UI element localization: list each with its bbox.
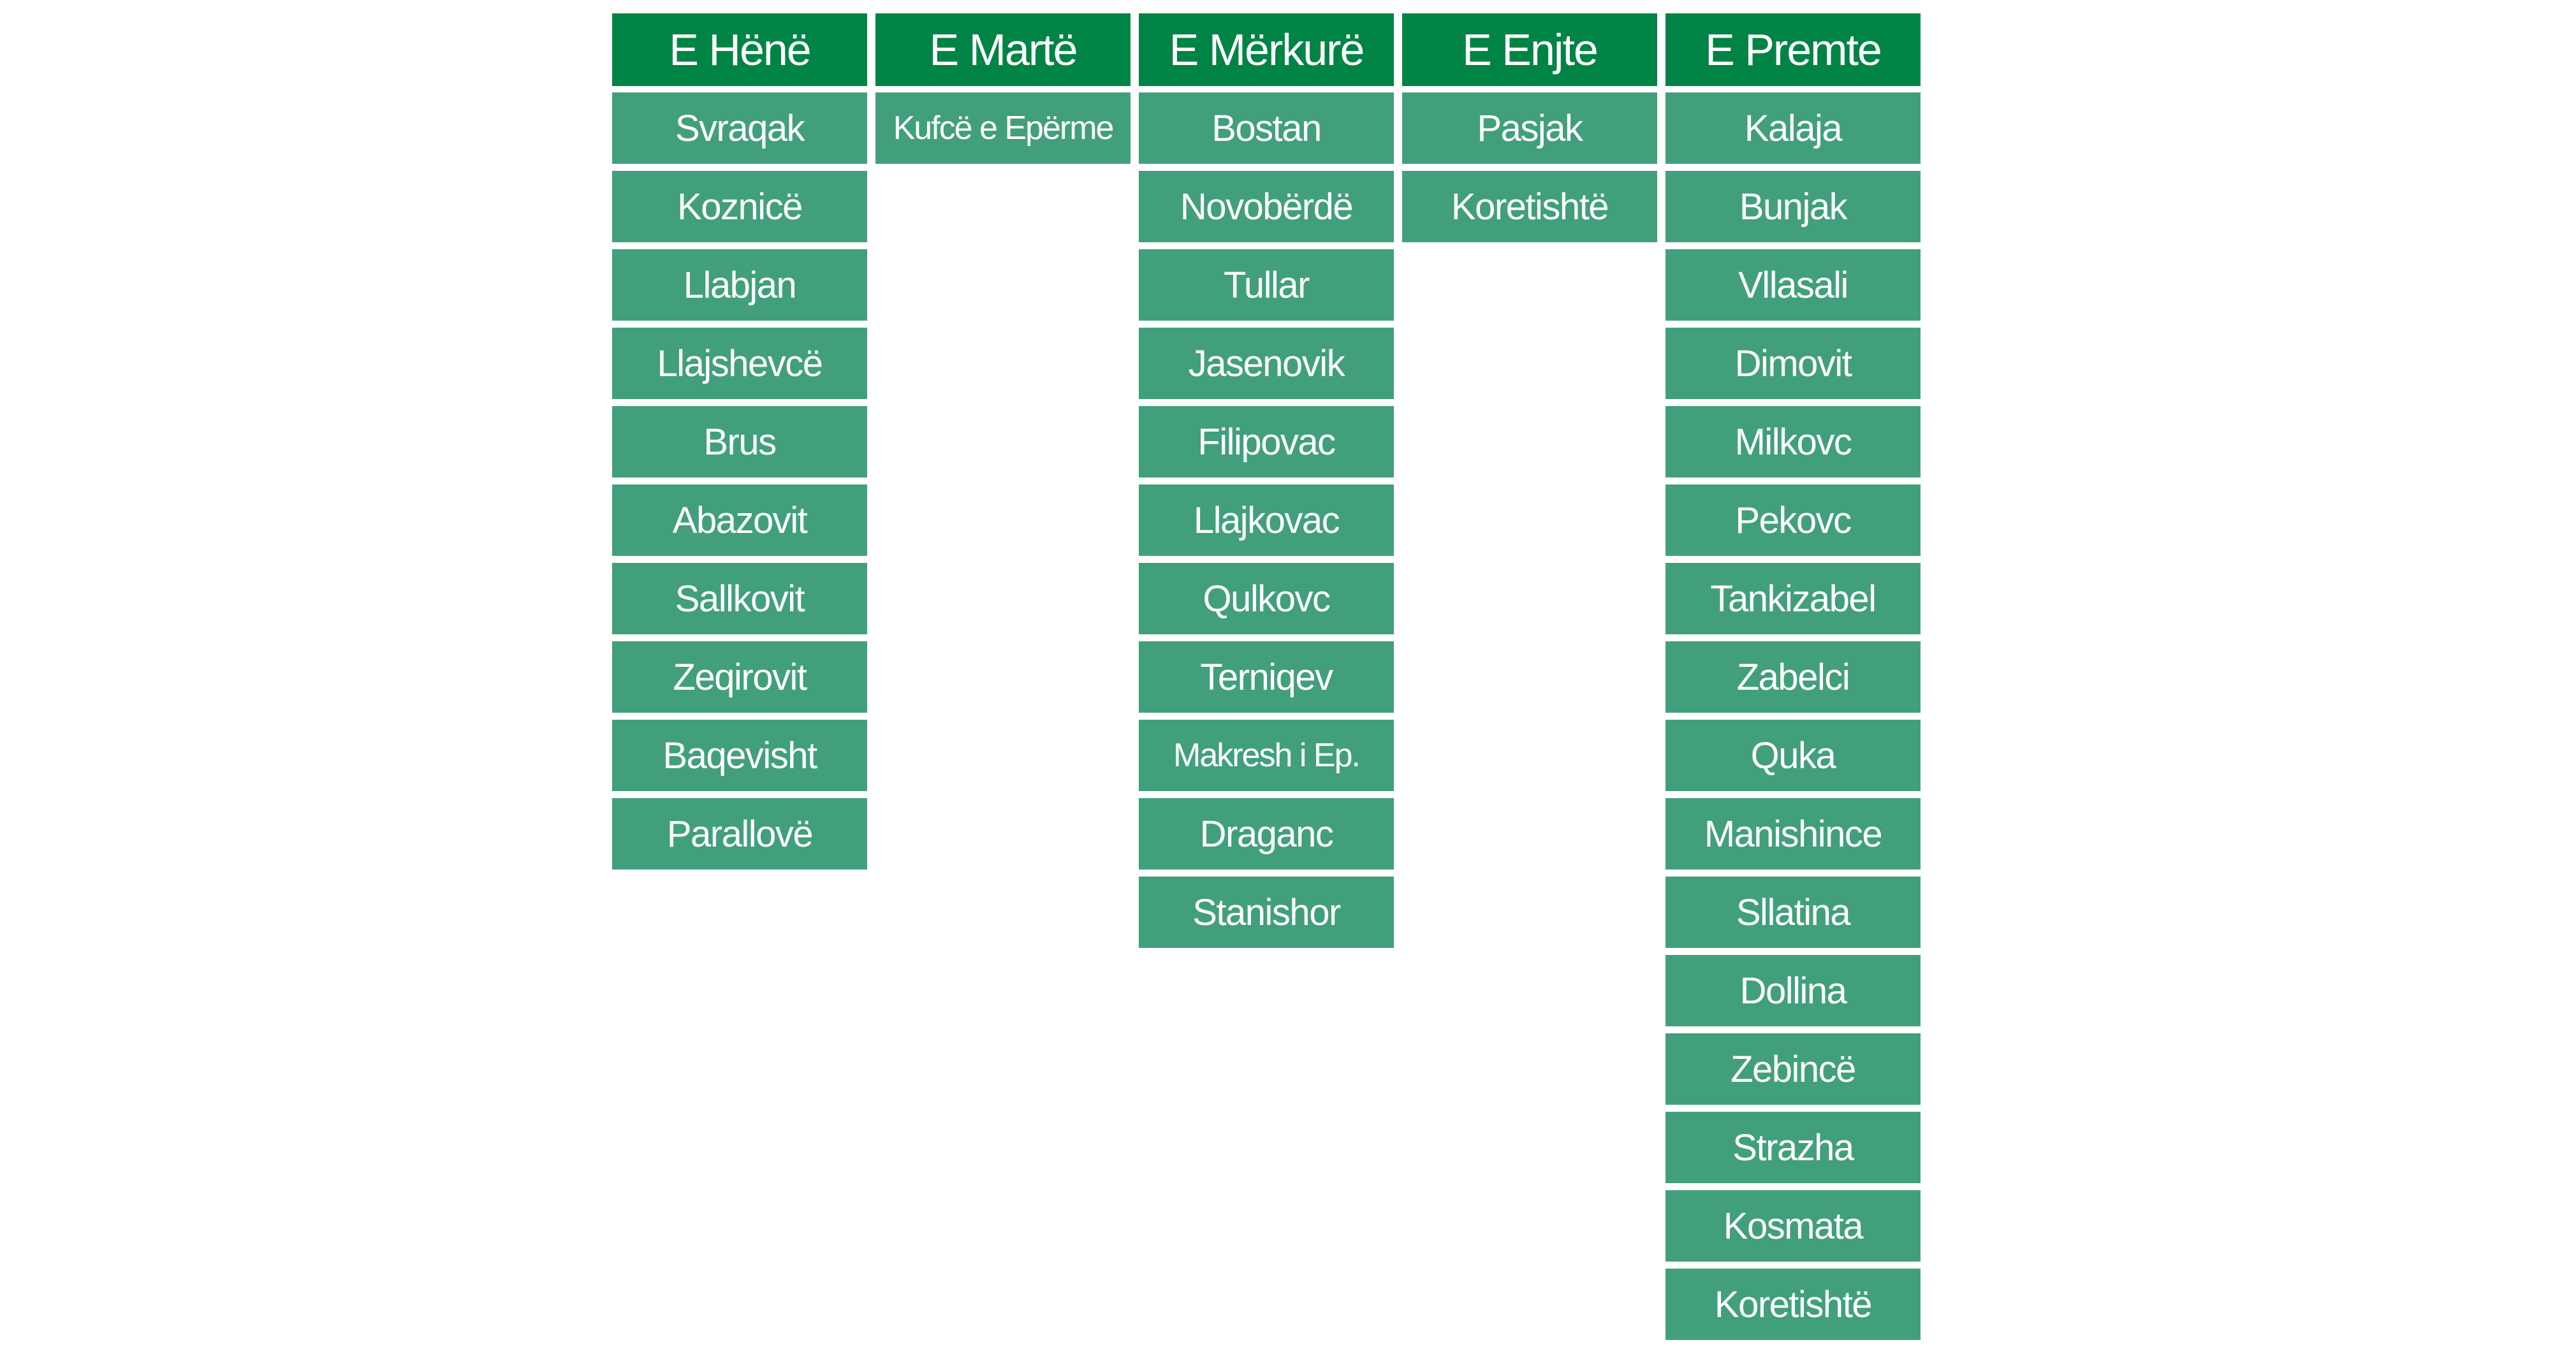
village-cell: Baqevisht bbox=[612, 720, 867, 791]
village-cell: Llajkovac bbox=[1139, 484, 1394, 556]
village-cell: Qulkovc bbox=[1139, 563, 1394, 634]
village-cell: Kufcë e Epërme bbox=[875, 92, 1131, 164]
village-cell: Tullar bbox=[1139, 249, 1394, 321]
village-cell: Novobërdë bbox=[1139, 171, 1394, 242]
village-cell: Koretishtë bbox=[1402, 171, 1657, 242]
village-cell: Bostan bbox=[1139, 92, 1394, 164]
village-cell: Llabjan bbox=[612, 249, 867, 321]
village-cell: Kalaja bbox=[1665, 92, 1921, 164]
village-cell: Draganc bbox=[1139, 798, 1394, 870]
day-header: E Hënë bbox=[612, 13, 867, 86]
village-cell: Terniqev bbox=[1139, 641, 1394, 713]
village-cell: Dimovit bbox=[1665, 328, 1921, 399]
village-cell: Jasenovik bbox=[1139, 328, 1394, 399]
village-cell: Parallovë bbox=[612, 798, 867, 870]
village-cell: Zeqirovit bbox=[612, 641, 867, 713]
village-cell: Kosmata bbox=[1665, 1190, 1921, 1262]
village-cell: Makresh i Ep. bbox=[1139, 720, 1394, 791]
day-header: E Martë bbox=[875, 13, 1131, 86]
village-cell: Quka bbox=[1665, 720, 1921, 791]
village-cell: Milkovc bbox=[1665, 406, 1921, 477]
day-column: E Mërkurë Bostan Novobërdë Tullar Jasenovik F… bbox=[1139, 13, 1394, 955]
village-cell: Bunjak bbox=[1665, 171, 1921, 242]
collection-schedule: E Hënë Svraqak Koznicë Llabjan Llajshevcë Bru… bbox=[612, 13, 1921, 1347]
village-cell: Vllasali bbox=[1665, 249, 1921, 321]
village-cell: Strazha bbox=[1665, 1112, 1921, 1183]
village-cell: Abazovit bbox=[612, 484, 867, 556]
village-cell: Pekovc bbox=[1665, 484, 1921, 556]
day-header: E Mërkurë bbox=[1139, 13, 1394, 86]
village-cell: Zebincë bbox=[1665, 1033, 1921, 1105]
village-cell: Stanishor bbox=[1139, 877, 1394, 948]
day-column: E Premte Kalaja Bunjak Vllasali Dimovit Milko… bbox=[1665, 13, 1921, 1347]
village-cell: Tankizabel bbox=[1665, 563, 1921, 634]
village-cell: Svraqak bbox=[612, 92, 867, 164]
village-cell: Koznicë bbox=[612, 171, 867, 242]
day-column: E Hënë Svraqak Koznicë Llabjan Llajshevcë Bru… bbox=[612, 13, 867, 877]
day-header: E Enjte bbox=[1402, 13, 1657, 86]
village-cell: Pasjak bbox=[1402, 92, 1657, 164]
village-cell: Filipovac bbox=[1139, 406, 1394, 477]
village-cell: Dollina bbox=[1665, 955, 1921, 1026]
village-cell: Koretishtë bbox=[1665, 1269, 1921, 1340]
village-cell: Brus bbox=[612, 406, 867, 477]
village-cell: Sllatina bbox=[1665, 877, 1921, 948]
day-column: E Martë Kufcë e Epërme bbox=[875, 13, 1131, 171]
day-header: E Premte bbox=[1665, 13, 1921, 86]
day-column: E Enjte Pasjak Koretishtë bbox=[1402, 13, 1657, 249]
village-cell: Manishince bbox=[1665, 798, 1921, 870]
village-cell: Zabelci bbox=[1665, 641, 1921, 713]
village-cell: Llajshevcë bbox=[612, 328, 867, 399]
village-cell: Sallkovit bbox=[612, 563, 867, 634]
